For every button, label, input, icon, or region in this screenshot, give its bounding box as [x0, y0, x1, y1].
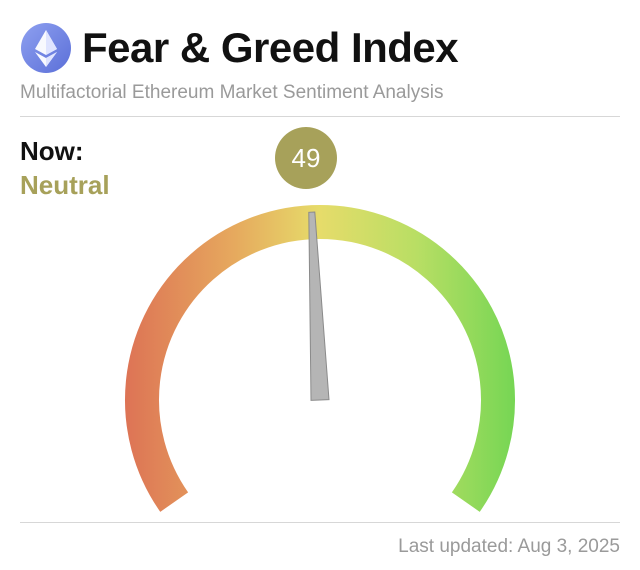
page-subtitle: Multifactorial Ethereum Market Sentiment…: [20, 82, 444, 103]
bottom-divider: [20, 522, 620, 523]
last-updated: Last updated: Aug 3, 2025: [398, 536, 620, 557]
now-label: Now:: [20, 136, 84, 166]
gauge-needle: [308, 211, 330, 401]
page-title: Fear & Greed Index: [82, 24, 459, 71]
header: Fear & Greed Index: [20, 22, 459, 74]
index-value-badge: 49: [275, 127, 337, 189]
gauge-arc: [125, 205, 515, 512]
ethereum-icon: [21, 23, 71, 73]
sentiment-gauge: [125, 205, 515, 512]
top-divider: [20, 116, 620, 117]
sentiment-label: Neutral: [20, 170, 110, 200]
